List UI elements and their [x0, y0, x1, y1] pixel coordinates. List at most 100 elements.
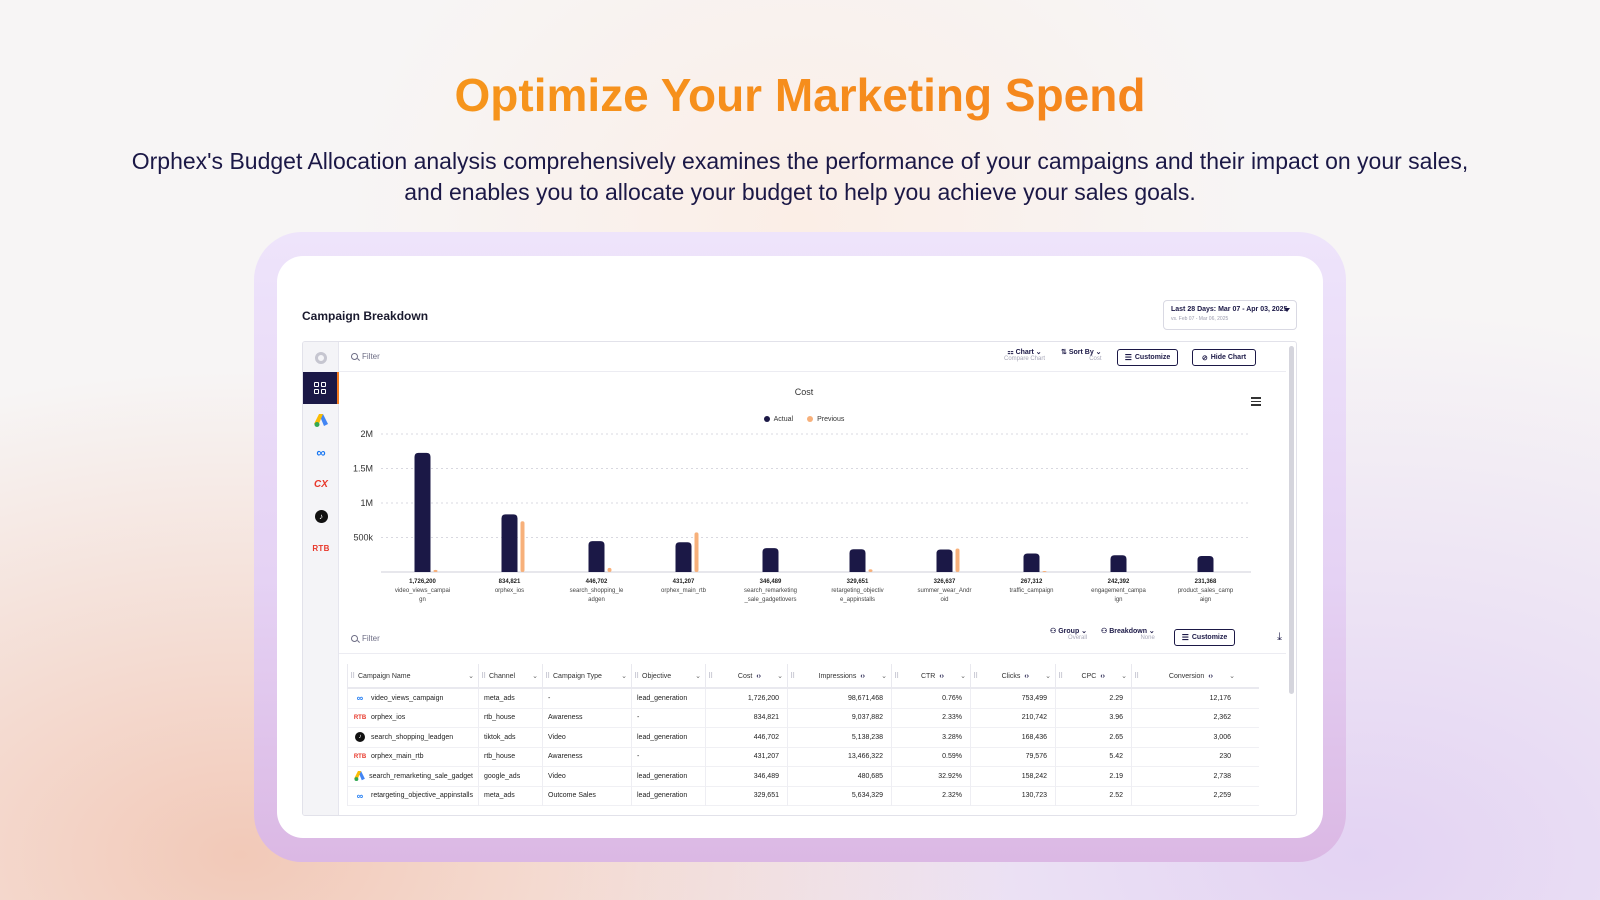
bar-actual[interactable] — [762, 548, 779, 572]
legend-previous[interactable]: Previous — [807, 416, 844, 423]
sort-icon[interactable]: ‹› — [860, 672, 865, 680]
x-tick-label: orphex_ios — [495, 588, 524, 594]
chevron-down-icon[interactable]: ⌄ — [468, 673, 474, 680]
sidebar-item-overview[interactable] — [303, 372, 339, 404]
chevron-down-icon[interactable]: ⌄ — [881, 673, 887, 680]
table-filter-input[interactable]: Filter — [351, 634, 380, 643]
drag-handle-icon[interactable]: ⠿ — [894, 673, 899, 680]
x-tick-label: product_sales_camp — [1178, 588, 1234, 594]
chevron-down-icon[interactable]: ⌄ — [695, 673, 701, 680]
chart-type-dropdown[interactable]: ⚏ Chart ⌄ Compare Chart — [1004, 348, 1045, 362]
column-header[interactable]: ⠿ Channel ⌄ — [478, 664, 542, 688]
chevron-down-icon[interactable]: ⌄ — [621, 673, 627, 680]
chevron-down-icon[interactable]: ⌄ — [532, 673, 538, 680]
drag-handle-icon[interactable]: ⠿ — [1134, 673, 1139, 680]
bar-previous[interactable] — [1042, 570, 1047, 572]
chart-legend: Actual Previous — [339, 416, 1269, 423]
bar-actual[interactable] — [588, 541, 605, 572]
chevron-down-icon[interactable]: ⌄ — [1229, 673, 1235, 680]
chart-filter-input[interactable]: Filter — [351, 352, 380, 361]
bar-value-label: 1,726,200 — [409, 579, 436, 585]
legend-actual[interactable]: Actual — [763, 416, 793, 423]
sort-by-dropdown[interactable]: ⇅ Sort By ⌄ Cost — [1061, 348, 1102, 362]
chart-menu-icon[interactable] — [1251, 397, 1261, 408]
bar-actual[interactable] — [675, 542, 692, 572]
column-header[interactable]: ⠿ Impressions ‹› ⌄ — [787, 664, 891, 688]
table-cell-type: Video — [542, 766, 631, 786]
sidebar-item-meta[interactable]: ∞ — [303, 436, 339, 468]
chevron-down-icon[interactable]: ⌄ — [960, 673, 966, 680]
bar-actual[interactable] — [414, 452, 431, 572]
drag-handle-icon[interactable]: ⠿ — [708, 673, 713, 680]
sort-icon[interactable]: ‹› — [1024, 672, 1029, 680]
group-dropdown[interactable]: ⚇ Group ⌄ Overall — [1050, 627, 1087, 641]
sort-icon: ⇅ — [1061, 349, 1069, 356]
y-tick-label: 500k — [353, 533, 373, 543]
drag-handle-icon[interactable]: ⠿ — [545, 673, 550, 680]
table-cell-conversion: 2,362 — [1131, 708, 1239, 728]
column-header[interactable]: ⠿ Campaign Name ⌄ — [347, 664, 478, 688]
campaign-name-label: retargeting_objective_appinstalls — [371, 792, 473, 800]
table-row[interactable]: ♪ search_shopping_leadgen tiktok_ads Video l… — [347, 727, 1259, 748]
table-row[interactable]: ∞ video_views_campaign meta_ads - lead_gener… — [347, 688, 1259, 709]
hero-subtitle: Orphex's Budget Allocation analysis comp… — [131, 148, 1469, 205]
table-cell-cpc: 5.42 — [1055, 747, 1131, 767]
sort-icon[interactable]: ‹› — [1100, 672, 1105, 680]
chevron-down-icon[interactable]: ⌄ — [1045, 673, 1051, 680]
column-header[interactable]: ⠿ CTR ‹› ⌄ — [891, 664, 970, 688]
column-header[interactable]: ⠿ Cost ‹› ⌄ — [705, 664, 787, 688]
bar-previous[interactable] — [955, 548, 960, 572]
tiktok-icon: ♪ — [353, 732, 367, 743]
table-row[interactable]: RTB orphex_main_rtb rtb_house Awareness -431… — [347, 747, 1259, 767]
drag-handle-icon[interactable]: ⠿ — [973, 673, 978, 680]
column-header[interactable]: ⠿ Conversion ‹› ⌄ — [1131, 664, 1239, 688]
customize-chart-button[interactable]: ☰ Customize — [1117, 349, 1178, 366]
sidebar-item-all[interactable] — [303, 342, 339, 374]
table-cell-conversion: 230 — [1131, 747, 1239, 767]
bar-previous[interactable] — [433, 569, 438, 572]
x-tick-label: video_views_campai — [395, 588, 450, 594]
drag-handle-icon[interactable]: ⠿ — [350, 673, 355, 680]
bar-previous[interactable] — [694, 532, 699, 572]
breakdown-dropdown[interactable]: ⚇ Breakdown ⌄ None — [1101, 627, 1155, 641]
scrollbar[interactable] — [1289, 346, 1294, 694]
bar-previous[interactable] — [520, 521, 525, 572]
bar-previous[interactable] — [607, 567, 612, 572]
bar-actual[interactable] — [1110, 555, 1127, 572]
date-range-picker[interactable]: Last 28 Days: Mar 07 - Apr 03, 2025 vs. … — [1163, 300, 1297, 330]
sidebar-item-rtb[interactable]: RTB — [303, 532, 339, 564]
table-row[interactable]: ∞ retargeting_objective_appinstalls meta_a… — [347, 786, 1259, 806]
drag-handle-icon[interactable]: ⠿ — [481, 673, 486, 680]
sidebar-item-google-ads[interactable] — [303, 404, 339, 436]
bar-actual[interactable] — [936, 549, 953, 572]
campaign-name-label: orphex_main_rtb — [371, 753, 424, 761]
chevron-down-icon[interactable]: ⌄ — [1121, 673, 1127, 680]
bar-previous[interactable] — [868, 569, 873, 572]
column-header[interactable]: ⠿ CPC ‹› ⌄ — [1055, 664, 1131, 688]
column-header[interactable]: ⠿ Campaign Type ⌄ — [542, 664, 631, 688]
bar-actual[interactable] — [1197, 556, 1214, 572]
hide-chart-button[interactable]: ⊘ Hide Chart — [1192, 349, 1256, 366]
bar-actual[interactable] — [1023, 553, 1040, 572]
table-row[interactable]: RTB orphex_ios rtb_house Awareness -834,821 9… — [347, 708, 1259, 728]
bar-actual[interactable] — [501, 514, 518, 572]
chevron-down-icon: ⌄ — [1079, 628, 1088, 635]
chevron-down-icon[interactable]: ⌄ — [777, 673, 783, 680]
sort-icon[interactable]: ‹› — [939, 672, 944, 680]
table-row[interactable]: search_remarketing_sale_gadget google_ads… — [347, 766, 1259, 787]
column-header-label: Conversion — [1168, 672, 1205, 680]
sidebar-item-tiktok[interactable]: ♪ — [303, 500, 339, 532]
sidebar-item-cx[interactable]: CX — [303, 468, 339, 500]
column-header[interactable]: ⠿ Objective ⌄ — [631, 664, 705, 688]
bar-actual[interactable] — [849, 549, 866, 572]
drag-handle-icon[interactable]: ⠿ — [1058, 673, 1063, 680]
x-tick-label: search_remarketing — [744, 588, 797, 594]
sort-icon[interactable]: ‹› — [756, 672, 761, 680]
drag-handle-icon[interactable]: ⠿ — [634, 673, 639, 680]
sort-icon[interactable]: ‹› — [1208, 672, 1213, 680]
download-icon[interactable]: ⤓ — [1277, 631, 1282, 643]
date-range-label: Last 28 Days: Mar 07 - Apr 03, 2025 — [1171, 306, 1288, 313]
customize-table-button[interactable]: ☰ Customize — [1174, 629, 1235, 646]
column-header[interactable]: ⠿ Clicks ‹› ⌄ — [970, 664, 1055, 688]
drag-handle-icon[interactable]: ⠿ — [790, 673, 795, 680]
